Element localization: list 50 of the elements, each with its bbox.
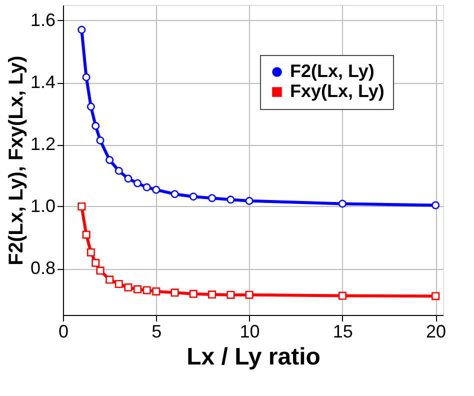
point bbox=[152, 287, 160, 296]
point bbox=[82, 230, 90, 239]
point bbox=[170, 190, 179, 198]
point bbox=[86, 102, 95, 111]
point bbox=[432, 201, 440, 210]
point bbox=[134, 179, 142, 188]
point bbox=[338, 292, 346, 300]
x-tick-label: 10 bbox=[240, 322, 260, 342]
point bbox=[92, 258, 100, 267]
point bbox=[152, 186, 160, 194]
y-tick-label: 1.4 bbox=[30, 72, 56, 92]
point bbox=[208, 194, 216, 202]
point bbox=[96, 266, 104, 275]
x-tick-label: 15 bbox=[332, 322, 353, 342]
y-tick-label: 1.0 bbox=[30, 196, 56, 216]
x-axis-title: Lx / Ly ratio bbox=[186, 344, 320, 370]
y-tick-label: 0.8 bbox=[30, 258, 56, 278]
point bbox=[92, 122, 100, 130]
point bbox=[142, 286, 151, 294]
point bbox=[245, 290, 254, 299]
point bbox=[226, 196, 235, 204]
legend-label: Fxy(Lx, Ly) bbox=[290, 81, 384, 101]
point bbox=[82, 73, 90, 82]
point bbox=[338, 200, 346, 208]
point bbox=[245, 196, 254, 205]
y-tick-label: 1.2 bbox=[30, 134, 56, 154]
point bbox=[134, 285, 142, 294]
point bbox=[124, 174, 132, 183]
x-tick-label: 5 bbox=[152, 322, 162, 342]
point bbox=[114, 280, 123, 288]
point bbox=[432, 292, 440, 300]
point bbox=[78, 202, 86, 211]
point bbox=[142, 183, 151, 192]
point bbox=[106, 156, 114, 164]
point bbox=[78, 26, 86, 34]
point bbox=[124, 283, 132, 292]
y-axis-title: F2(Lx, Ly), Fxy(Lx, Ly) bbox=[5, 56, 28, 266]
point bbox=[226, 290, 235, 299]
point bbox=[189, 290, 198, 298]
point bbox=[96, 136, 104, 144]
legend-label: F2(Lx, Ly) bbox=[290, 61, 374, 81]
point bbox=[208, 290, 216, 299]
point bbox=[106, 276, 114, 284]
point bbox=[189, 192, 198, 201]
x-tick-label: 20 bbox=[426, 322, 446, 342]
y-tick-label: 1.6 bbox=[30, 10, 56, 30]
point bbox=[114, 166, 123, 175]
point bbox=[86, 248, 95, 256]
point bbox=[170, 288, 179, 297]
x-tick-label: 0 bbox=[58, 322, 69, 342]
